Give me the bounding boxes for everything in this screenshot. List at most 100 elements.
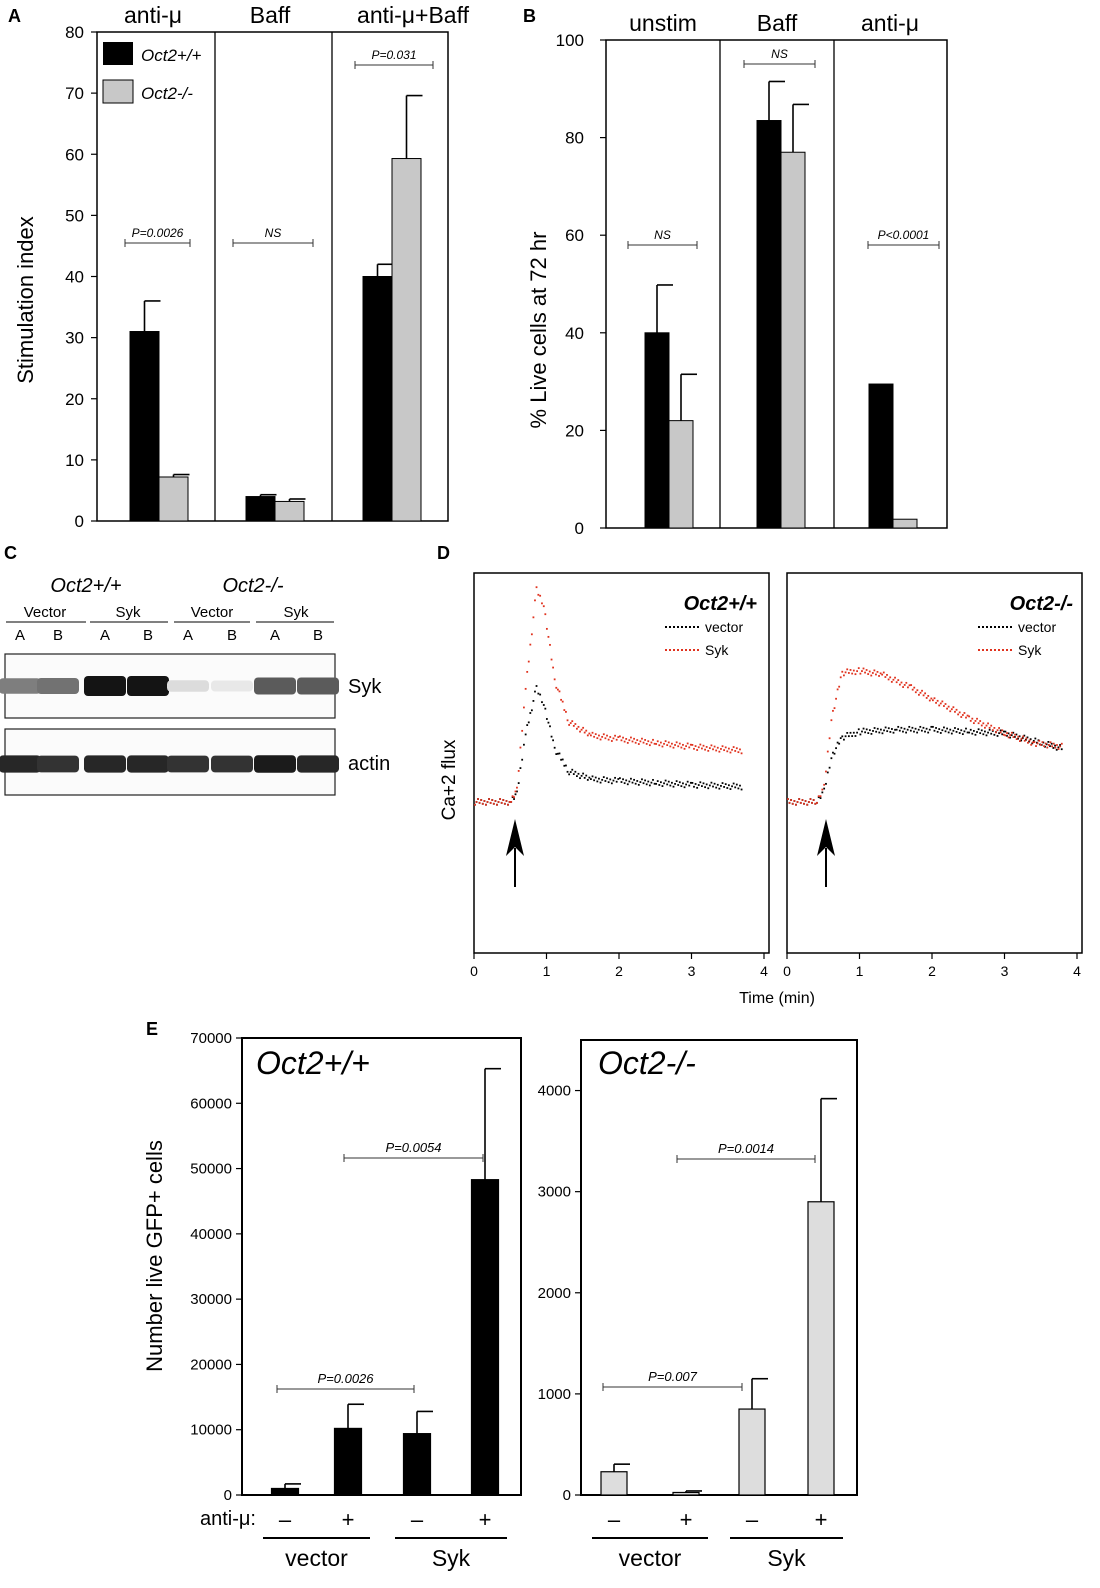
d-panel2-point-Syk-4-9: [856, 670, 859, 673]
d-panel1-point-vector-9-1: [620, 781, 623, 783]
d-panel2-point-Syk-6-2: [884, 676, 887, 678]
d-panel1-point-Syk-9-11: [636, 739, 639, 741]
d-panel1-point-vector-11-11: [708, 784, 711, 787]
b-pvalue-1-label: NS: [771, 47, 788, 61]
d-panel1-point-vector-11-0: [691, 782, 694, 784]
d-panel1-point-Syk-8-17: [617, 736, 620, 738]
d-panel1-point-vector-11-4: [697, 784, 700, 786]
d-panel1-point-Syk-9-15: [642, 741, 645, 744]
d-panel2-point-Syk-9-2: [971, 717, 974, 720]
d-panel2-point-Syk-8-17: [958, 711, 961, 714]
e-panel1-bar-0: [270, 1487, 300, 1496]
d-panel2-point-Syk-8-1: [933, 697, 936, 700]
d-panel2-point-Syk-8-16: [957, 713, 960, 716]
d-panel2-frame: [786, 572, 1083, 954]
d-panel2-point-vector-8-4: [974, 733, 977, 736]
d-panel1-point-vector-4-1: [537, 692, 540, 695]
d-panel2-point-vector-7-5: [939, 732, 942, 734]
panel-letter-a: A: [8, 6, 21, 26]
d-panel2-point-Syk-8-19: [961, 714, 964, 716]
d-panel2-point-Syk-3-0: [830, 719, 833, 722]
d-panel2-point-vector-6-0: [895, 728, 898, 731]
d-panel1-point-vector-7-0: [568, 773, 571, 776]
d-panel2-point-Syk-6-0: [881, 673, 884, 676]
c-actin-band-1: [37, 755, 79, 773]
c-band-label-syk: Syk: [348, 676, 382, 698]
d-panel1-point-Syk-2-0: [516, 786, 518, 789]
d-panel2-point-vector-10-12: [1060, 748, 1063, 751]
d-panel1-point-vector-9-11: [636, 780, 639, 782]
d-panel1-point-vector-10-16: [680, 785, 683, 788]
d-panel2-point-Syk-6-17: [908, 684, 911, 687]
d-panel1-point-Syk-0-0: [474, 803, 476, 806]
d-panel2-point-vector-7-13: [952, 729, 955, 732]
d-panel2-point-vector-7-0: [932, 725, 934, 728]
d-panel2-point-Syk-10-7: [1015, 738, 1018, 740]
panel-letter-e: E: [146, 1019, 158, 1039]
d-panel1-point-vector-10-9: [669, 784, 672, 787]
d-panel1-point-Syk-4-1: [537, 593, 540, 596]
d-panel2-point-Syk-0-16: [812, 799, 815, 801]
d-panel1-point-vector-6-7: [565, 764, 567, 767]
d-panel1-point-vector-9-8: [631, 781, 634, 784]
d-panel2-point-vector-9-12: [1023, 734, 1026, 737]
d-panel2-point-vector-5-15: [883, 729, 885, 732]
d-panel1-point-Syk-10-2: [658, 744, 661, 747]
d-panel1-point-Syk-10-12: [674, 744, 676, 746]
d-panel2-point-Syk-0-9: [801, 799, 804, 801]
a-group-label-1: Baff: [250, 2, 291, 28]
d-panel2-point-Syk-10-5: [1012, 736, 1015, 738]
d-panel2-point-Syk-8-5: [939, 702, 942, 705]
d-panel1-point-Syk-5-2: [545, 627, 548, 630]
d-panel1-point-Syk-3-1: [526, 670, 529, 673]
d-panel1-point-Syk-7-10: [583, 731, 586, 734]
d-panel2-point-Syk-7-12: [928, 699, 931, 702]
d-panel1-point-Syk-9-13: [639, 740, 642, 743]
d-panel2-point-vector-1-3: [821, 791, 824, 794]
d-panel2-point-Syk-8-0: [932, 699, 934, 702]
d-panel1-point-vector-9-21: [652, 778, 654, 781]
e-panel2-group-label-0: vector: [619, 1545, 682, 1571]
d-panel1-x-tick-label-4: 4: [760, 963, 768, 979]
d-panel2-point-vector-9-4: [1010, 734, 1013, 737]
c-genotype-wt: Oct2+/+: [50, 575, 121, 597]
d-panel2-point-Syk-11-15: [1057, 748, 1060, 750]
d-panel2-point-Syk-4-6: [851, 672, 854, 675]
d-panel1-point-vector-11-13: [712, 785, 714, 788]
c-actin-band-0: [0, 755, 41, 773]
d-panel2-point-vector-5-6: [868, 729, 871, 732]
d-panel1-point-Syk-9-7: [630, 736, 632, 739]
d-panel1-point-Syk-0-8: [486, 801, 489, 803]
d-panel2-point-Syk-7-13: [930, 697, 933, 700]
d-panel1-point-vector-8-4: [596, 780, 599, 783]
d-panel1-point-Syk-10-17: [682, 743, 684, 746]
d-panel1-point-vector-11-16: [716, 783, 719, 786]
d-panel1-point-vector-8-10: [606, 777, 608, 780]
d-panel1-x-tick-label-1: 1: [543, 963, 551, 979]
d-panel2-point-vector-8-20: [999, 729, 1002, 732]
d-panel2-point-vector-4-6: [851, 735, 854, 737]
d-panel2-point-Syk-9-21: [1001, 729, 1004, 732]
c-lane-label-1: B: [53, 627, 63, 644]
d-panel2-point-vector-8-11: [985, 734, 988, 737]
d-panel2-point-Syk-6-15: [905, 681, 908, 684]
d-panel1-point-Syk-11-10: [707, 749, 710, 752]
d-panel2-x-tick-label-3: 3: [1001, 963, 1009, 979]
d-panel1-point-Syk-11-22: [726, 750, 729, 753]
c-syk-band-2: [84, 676, 126, 696]
e-panel2-anti-mu-sign-2: –: [746, 1507, 759, 1532]
a-legend-swatch-ko: [102, 79, 134, 104]
panel-letter-b: B: [523, 6, 536, 26]
d-panel1-point-vector-3-5: [532, 700, 535, 702]
d-panel1-point-vector-9-6: [628, 780, 631, 783]
d-panel1-point-Syk-8-6: [599, 738, 602, 741]
a-y-tick-label-8: 80: [65, 23, 84, 42]
d-panel1-point-Syk-11-2: [694, 745, 697, 747]
d-panel1-point-Syk-5-1: [544, 613, 547, 616]
b-group-label-2: anti-μ: [861, 10, 919, 36]
e-panel2-y-tick-label-4: 4000: [538, 1083, 571, 1100]
d-panel1-point-vector-7-8: [580, 774, 583, 777]
d-panel1-point-vector-3-1: [526, 724, 529, 726]
b-y-tick-label-3: 60: [565, 226, 584, 245]
d-panel1-point-Syk-10-5: [663, 742, 665, 745]
